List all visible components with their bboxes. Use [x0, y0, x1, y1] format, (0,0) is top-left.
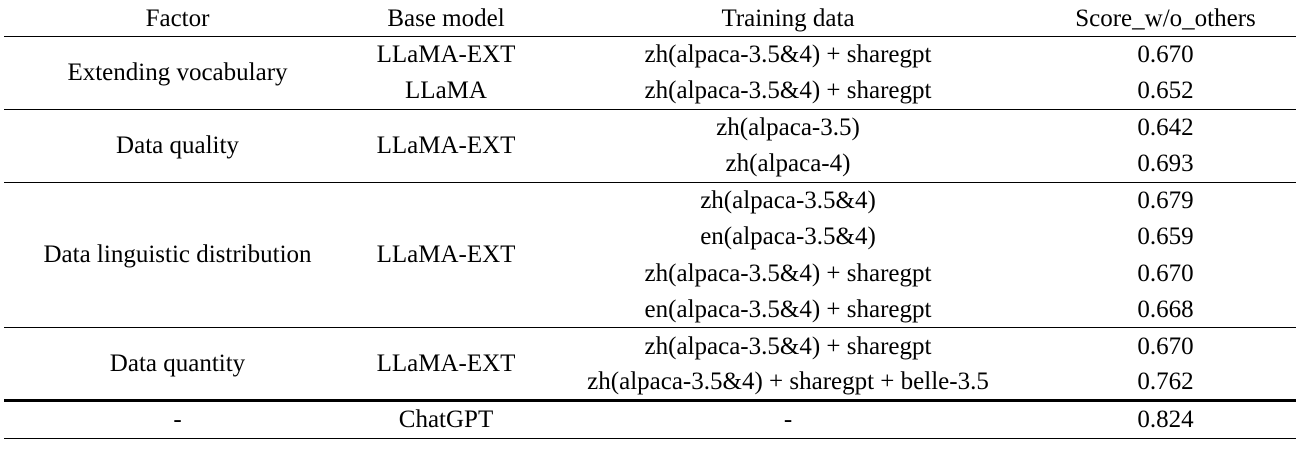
factor-cell: Data quality	[4, 108, 351, 183]
score-cell: 0.659	[1137, 223, 1194, 251]
table-row: zh(alpaca-4) 0.693	[4, 146, 1296, 182]
training-data-cell: zh(alpaca-3.5&4)	[541, 181, 1035, 219]
factor-cell: Extending vocabulary	[67, 59, 288, 87]
training-data-cell: zh(alpaca-3.5&4) + sharegpt	[644, 259, 932, 287]
training-data-cell: zh(alpaca-3.5&4) + sharegpt + belle-3.5	[587, 367, 989, 395]
table-header: Factor Base model Training data Score_w/…	[4, 0, 1296, 37]
score-cell: 0.670	[1035, 327, 1296, 365]
training-data-cell: zh(alpaca-3.5)	[541, 108, 1035, 146]
training-data-cell: zh(alpaca-3.5&4) + sharegpt	[644, 77, 932, 105]
score-cell: 0.693	[1137, 150, 1194, 178]
score-cell: 0.824	[1035, 398, 1296, 439]
table-row: zh(alpaca-3.5&4) + sharegpt 0.670	[4, 255, 1296, 291]
training-data-cell: en(alpaca-3.5&4)	[700, 223, 876, 251]
group-extending-vocabulary: Extending vocabulary LLaMA-EXT zh(alpaca…	[4, 37, 1296, 110]
base-model-cell: ChatGPT	[351, 398, 541, 439]
group-data-quantity: Data quantity LLaMA-EXT zh(alpaca-3.5&4)…	[4, 327, 1296, 401]
table-row: Data quality LLaMA-EXT zh(alpaca-3.5) 0.…	[4, 108, 1296, 183]
score-cell: 0.679	[1035, 181, 1296, 219]
base-model-cell: LLaMA-EXT	[351, 181, 541, 328]
base-model-cell: LLaMA-EXT	[351, 108, 541, 183]
score-cell: 0.668	[1137, 295, 1194, 323]
group-data-quality: Data quality LLaMA-EXT zh(alpaca-3.5) 0.…	[4, 108, 1296, 183]
table-row: Data linguistic distribution LLaMA-EXT z…	[4, 181, 1296, 328]
training-data-cell: zh(alpaca-3.5&4) + sharegpt	[644, 41, 932, 69]
base-model-cell: LLaMA-EXT	[376, 41, 516, 69]
header-row: Factor Base model Training data Score_w/…	[4, 0, 1296, 37]
table-row: Extending vocabulary LLaMA-EXT zh(alpaca…	[4, 37, 1296, 85]
base-model-cell: LLaMA	[405, 77, 487, 105]
score-cell: 0.652	[1137, 77, 1194, 105]
group-reference: - ChatGPT - 0.824	[4, 398, 1296, 439]
header-factor: Factor	[4, 0, 351, 37]
score-cell: 0.642	[1035, 108, 1296, 146]
training-data-cell: -	[541, 398, 1035, 439]
training-data-cell: en(alpaca-3.5&4) + sharegpt	[644, 295, 932, 323]
factor-cell: Data quantity	[4, 327, 351, 401]
base-model-cell: LLaMA-EXT	[351, 327, 541, 401]
factor-cell: -	[4, 398, 351, 439]
header-training-data: Training data	[541, 0, 1035, 37]
header-score: Score_w/o_others	[1035, 0, 1296, 37]
training-data-cell: zh(alpaca-3.5&4) + sharegpt	[541, 327, 1035, 365]
group-data-linguistic-distribution: Data linguistic distribution LLaMA-EXT z…	[4, 181, 1296, 328]
training-data-cell: zh(alpaca-4)	[725, 150, 851, 178]
table-row: LLaMA zh(alpaca-3.5&4) + sharegpt 0.652	[4, 73, 1296, 109]
results-table: Factor Base model Training data Score_w/…	[4, 0, 1296, 439]
table-row: en(alpaca-3.5&4) 0.659	[4, 218, 1296, 254]
score-cell: 0.670	[1137, 41, 1194, 69]
table-row: - ChatGPT - 0.824	[4, 398, 1296, 439]
table-row: Data quantity LLaMA-EXT zh(alpaca-3.5&4)…	[4, 327, 1296, 401]
table-row: en(alpaca-3.5&4) + sharegpt 0.668	[4, 291, 1296, 327]
header-base-model: Base model	[351, 0, 541, 37]
score-cell: 0.762	[1137, 367, 1194, 395]
factor-cell: Data linguistic distribution	[4, 181, 351, 328]
table-row: zh(alpaca-3.5&4) + sharegpt + belle-3.5 …	[4, 364, 1296, 400]
score-cell: 0.670	[1137, 259, 1194, 287]
